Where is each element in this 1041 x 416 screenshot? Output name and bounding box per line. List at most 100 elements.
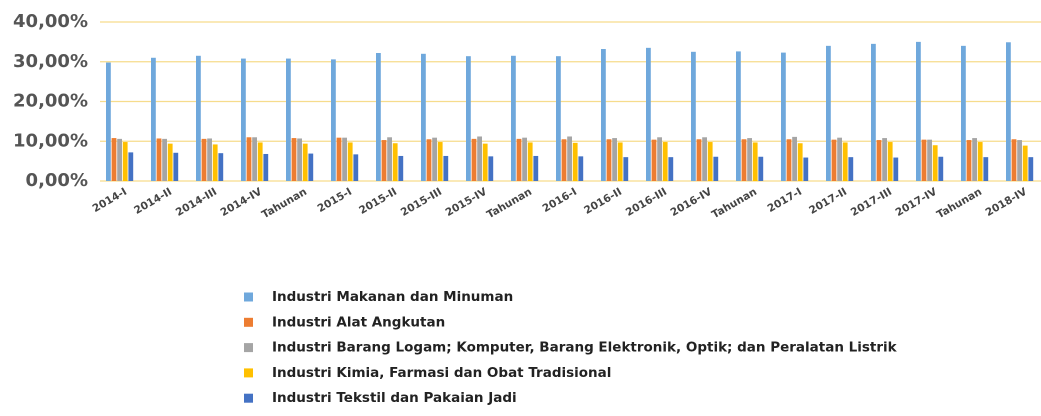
bar <box>916 41 921 181</box>
legend-swatch <box>244 368 253 378</box>
bar <box>511 55 516 181</box>
y-tick-label: 20,00% <box>13 91 88 112</box>
bar <box>556 56 561 182</box>
bar <box>612 138 617 181</box>
x-tick-label: 2017-II <box>807 186 849 217</box>
bar <box>122 142 128 181</box>
bar <box>387 137 392 181</box>
x-tick-label: 2017-I <box>766 186 804 215</box>
bar <box>876 140 882 181</box>
x-tick-label: 2016-I <box>541 186 579 215</box>
legend-label: Industri Alat Angkutan <box>272 314 445 330</box>
bar <box>696 139 702 181</box>
bar <box>477 136 482 181</box>
bar <box>466 56 471 182</box>
bar <box>252 137 257 181</box>
x-tick-label: Tahunan <box>485 186 534 221</box>
bar <box>617 142 623 181</box>
bar <box>421 53 426 181</box>
x-tick-label: 2016-III <box>624 186 669 219</box>
bar <box>1022 145 1028 181</box>
bar <box>241 58 246 181</box>
bar <box>342 137 347 181</box>
bar <box>831 139 837 181</box>
bar <box>196 55 201 181</box>
bar <box>336 137 342 181</box>
bar <box>156 138 162 181</box>
bar <box>167 143 173 181</box>
bar <box>966 140 972 181</box>
x-tick-label: Tahunan <box>935 186 984 221</box>
bar <box>781 52 786 181</box>
legend-label: Industri Makanan dan Minuman <box>272 289 513 305</box>
bar <box>932 145 938 181</box>
x-tick-label: 2017-IV <box>893 185 939 219</box>
bar <box>398 155 404 181</box>
x-tick-label: Tahunan <box>260 186 309 221</box>
bar <box>893 157 899 181</box>
bar <box>702 137 707 181</box>
bar <box>201 138 207 181</box>
bar <box>218 153 224 181</box>
bar <box>606 139 612 181</box>
bar <box>331 59 336 181</box>
bar <box>747 138 752 181</box>
bar <box>522 137 527 181</box>
bar <box>263 153 269 181</box>
x-tick-label: 2018-IV <box>983 185 1029 219</box>
bar <box>786 139 792 181</box>
bar <box>106 62 111 181</box>
bar <box>471 138 477 181</box>
bar <box>291 138 297 181</box>
bar <box>516 138 522 181</box>
bar <box>117 138 122 181</box>
bar <box>212 144 218 181</box>
bar <box>797 143 803 181</box>
bar <box>646 47 651 182</box>
y-tick-label: 40,00% <box>13 11 88 32</box>
bar <box>983 157 989 181</box>
bar <box>111 138 117 181</box>
x-tick-label: 2017-III <box>849 186 894 219</box>
legend-swatch <box>244 317 253 327</box>
bar <box>837 137 842 181</box>
bar <box>691 51 696 181</box>
bar <box>741 139 747 181</box>
bar <box>752 142 758 181</box>
bar <box>482 143 488 181</box>
bar <box>623 157 629 181</box>
bar <box>347 142 353 181</box>
bar <box>961 45 966 181</box>
bar <box>657 137 662 181</box>
bar <box>527 142 533 181</box>
bar <box>297 138 302 181</box>
bar <box>302 143 308 181</box>
bar <box>921 139 927 181</box>
bar <box>437 142 443 181</box>
legend-swatch <box>244 393 253 403</box>
bar <box>443 155 449 181</box>
bar <box>707 142 713 181</box>
bar <box>173 152 179 181</box>
bar <box>353 154 359 181</box>
legend-swatch <box>244 343 253 353</box>
bar <box>432 137 437 181</box>
bar <box>938 156 944 181</box>
bar <box>246 137 252 181</box>
bar <box>887 142 893 181</box>
x-tick-label: 2015-I <box>316 186 354 215</box>
bar <box>871 43 876 181</box>
bar <box>651 139 657 181</box>
x-tick-label: 2015-III <box>399 186 444 219</box>
bar <box>1006 42 1011 182</box>
bar <box>561 139 567 181</box>
bar <box>758 156 764 181</box>
bar <box>308 153 314 181</box>
x-tick-label: 2014-I <box>91 186 129 215</box>
bar <box>572 142 578 181</box>
x-tick-label: 2014-III <box>174 186 219 219</box>
bar <box>207 138 212 181</box>
bar <box>713 156 719 181</box>
legend-label: Industri Kimia, Farmasi dan Obat Tradisi… <box>272 365 611 381</box>
